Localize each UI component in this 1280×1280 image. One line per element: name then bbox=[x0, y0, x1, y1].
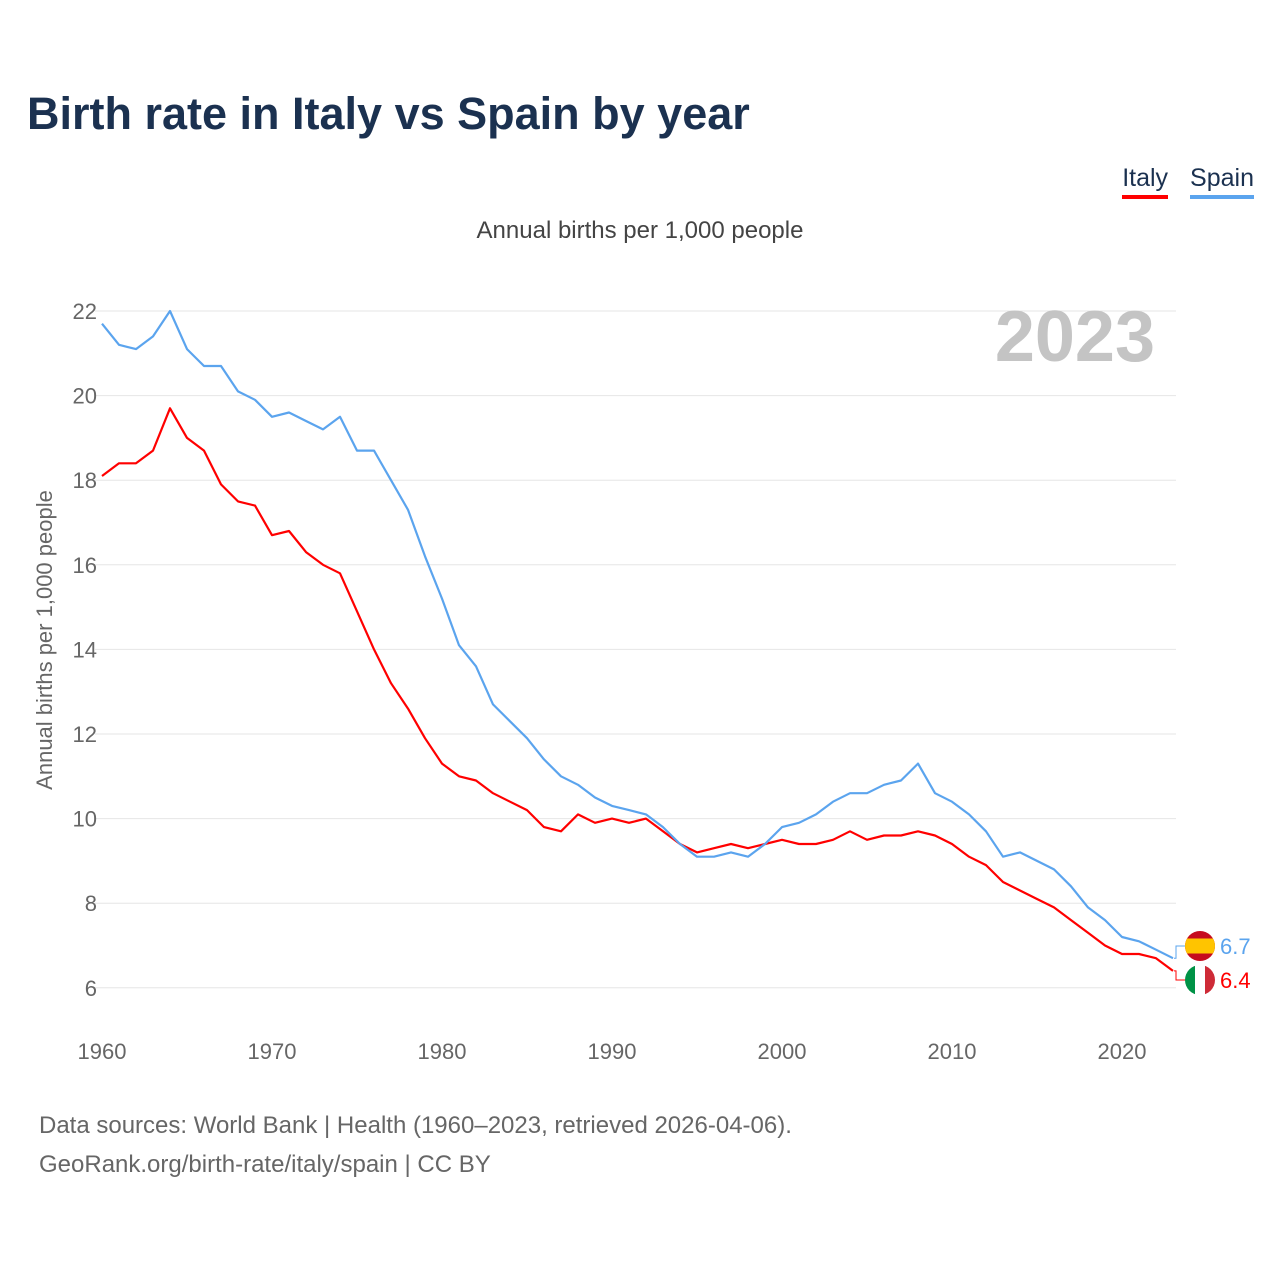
x-tick-label: 2020 bbox=[1098, 1039, 1147, 1064]
year-watermark: 2023 bbox=[995, 297, 1155, 377]
x-tick-label: 1990 bbox=[588, 1039, 637, 1064]
legend-italy[interactable]: Italy bbox=[1122, 164, 1169, 199]
end-value-label-italy: 6.4 bbox=[1220, 968, 1251, 993]
y-axis-label: Annual births per 1,000 people bbox=[32, 490, 57, 790]
x-tick-label: 2010 bbox=[928, 1039, 977, 1064]
series-line-spain bbox=[101, 309, 1174, 960]
y-tick-label: 22 bbox=[73, 299, 97, 324]
page-title: Birth rate in Italy vs Spain by year bbox=[27, 88, 750, 139]
x-tick-label: 1980 bbox=[418, 1039, 467, 1064]
spain-flag-icon bbox=[1185, 931, 1215, 961]
italy-flag-icon bbox=[1185, 965, 1215, 995]
x-tick-label: 2000 bbox=[758, 1039, 807, 1064]
y-tick-label: 16 bbox=[73, 553, 97, 578]
series-line-italy bbox=[101, 407, 1174, 972]
source-note: Data sources: World Bank | Health (1960–… bbox=[39, 1106, 792, 1184]
y-tick-label: 12 bbox=[73, 722, 97, 747]
chart-subtitle: Annual births per 1,000 people bbox=[476, 217, 804, 244]
end-connector bbox=[1174, 970, 1186, 981]
y-tick-label: 8 bbox=[85, 891, 97, 916]
y-tick-label: 6 bbox=[85, 976, 97, 1001]
legend: Italy Spain bbox=[1122, 164, 1254, 199]
end-connector bbox=[1174, 945, 1186, 959]
x-tick-label: 1970 bbox=[248, 1039, 297, 1064]
y-tick-label: 18 bbox=[73, 468, 97, 493]
y-tick-label: 14 bbox=[73, 637, 97, 662]
source-line-2: GeoRank.org/birth-rate/italy/spain | CC … bbox=[39, 1151, 491, 1178]
x-tick-label: 1960 bbox=[78, 1039, 127, 1064]
y-tick-label: 20 bbox=[73, 384, 97, 409]
source-line-1: Data sources: World Bank | Health (1960–… bbox=[39, 1112, 792, 1139]
y-tick-label: 10 bbox=[73, 807, 97, 832]
legend-spain[interactable]: Spain bbox=[1190, 164, 1254, 199]
end-value-label-spain: 6.7 bbox=[1220, 934, 1251, 959]
